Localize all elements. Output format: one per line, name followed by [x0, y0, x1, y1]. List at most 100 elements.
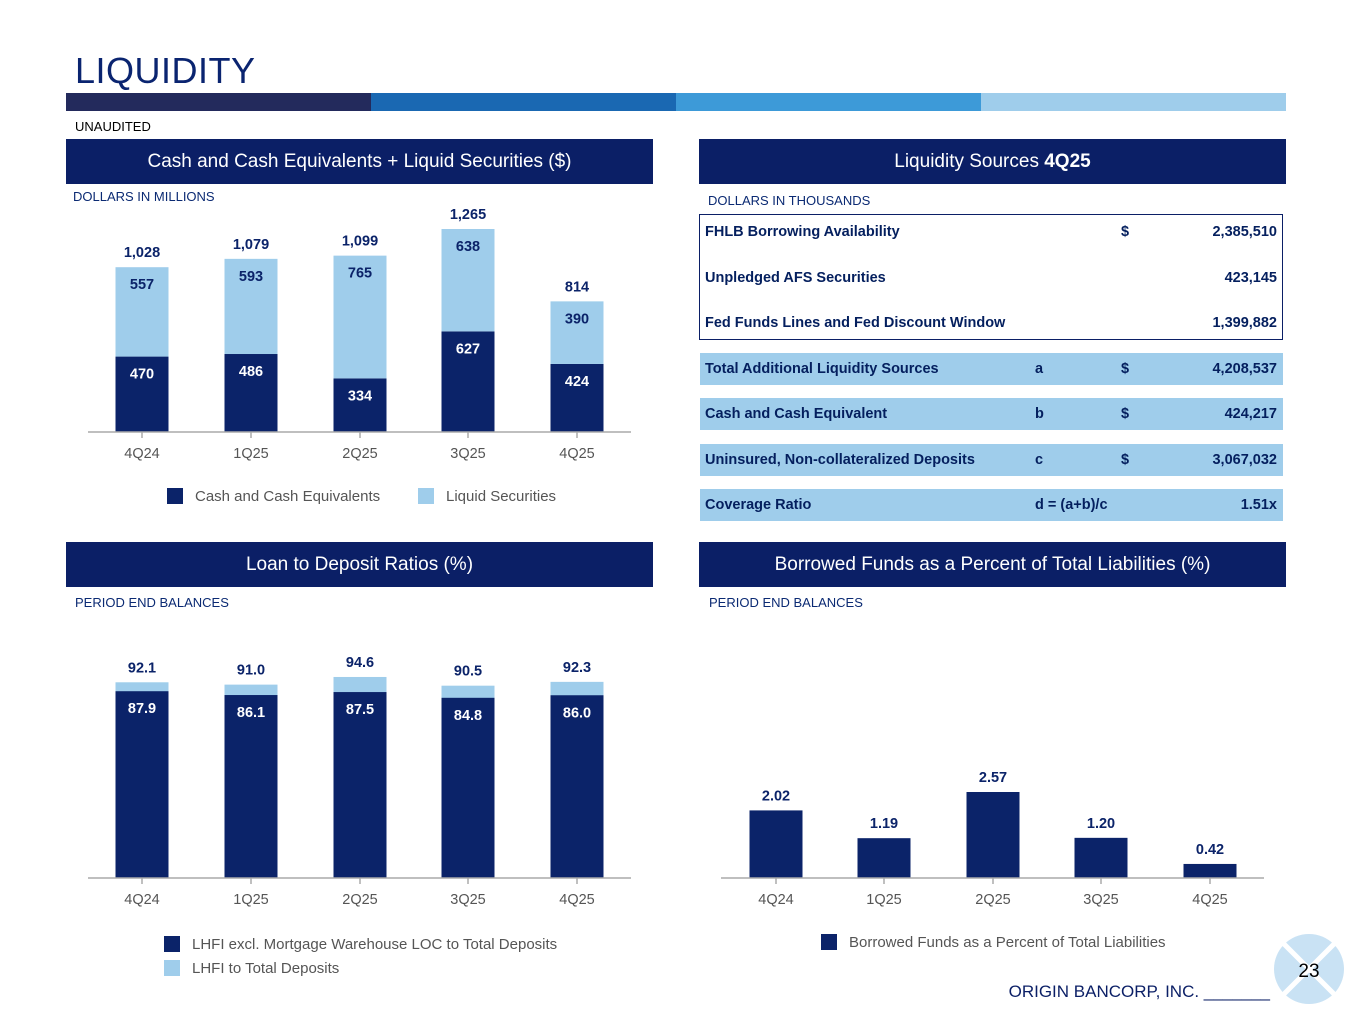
data-label: 87.9 [128, 701, 156, 717]
row-key: c [1035, 452, 1044, 468]
bar-securities [441, 229, 495, 332]
data-label: 1.20 [1087, 816, 1115, 832]
bar-cash [441, 331, 495, 432]
liquidity-sources-box [699, 214, 1283, 340]
legend-label-borrowed: Borrowed Funds as a Percent of Total Lia… [849, 934, 1166, 951]
data-label: 94.6 [346, 655, 374, 671]
data-label: 557 [130, 277, 154, 293]
borrowed-panel-header: Borrowed Funds as a Percent of Total Lia… [699, 542, 1286, 587]
data-label: 638 [456, 239, 480, 255]
data-label: 92.3 [563, 660, 591, 676]
title-stripe-4 [981, 93, 1286, 111]
legend-swatch-cash [167, 488, 183, 504]
x-tick-label: 2Q25 [975, 892, 1010, 908]
data-label: 86.0 [563, 705, 591, 721]
sources-panel-header: Liquidity Sources 4Q25 [699, 139, 1286, 184]
data-label: 486 [239, 364, 263, 380]
x-tick-label: 4Q25 [1192, 892, 1227, 908]
cash-liquidity-chart: 470 557 1,028 486 593 1,079 334 765 1,099 627 638 1… [88, 207, 631, 462]
data-label: 1.19 [870, 816, 898, 832]
table-row: Total Additional Liquidity Sources a $ 4… [699, 353, 1283, 385]
data-label: 92.1 [128, 660, 156, 676]
badge-line [1282, 942, 1336, 996]
ltd-sublabel: PERIOD END BALANCES [75, 595, 229, 610]
bar-cash [115, 356, 169, 432]
bar-cash [224, 354, 278, 432]
bar-securities [333, 255, 387, 379]
x-tick-label: 1Q25 [866, 892, 901, 908]
row-label: Total Additional Liquidity Sources [705, 361, 939, 377]
cash-sublabel: DOLLARS IN MILLIONS [73, 189, 215, 204]
data-label: 627 [456, 341, 480, 357]
borrowed-panel-title: Borrowed Funds as a Percent of Total Lia… [774, 553, 1211, 575]
sources-sublabel: DOLLARS IN THOUSANDS [708, 193, 871, 208]
highlight-row-cash [700, 398, 1283, 430]
row-value: 423,145 [1224, 270, 1277, 286]
bar-securities [224, 258, 278, 355]
row-label: FHLB Borrowing Availability [705, 224, 900, 240]
bar-securities [115, 267, 169, 357]
page-number-badge: 23 [1274, 934, 1344, 1004]
data-label: 470 [130, 367, 154, 383]
row-label: Fed Funds Lines and Fed Discount Window [705, 315, 1006, 331]
total-label: 1,028 [124, 245, 160, 261]
footer-company: ORIGIN BANCORP, INC. _______ [1008, 982, 1270, 1001]
x-tick-label: 2Q25 [342, 892, 377, 908]
total-label: 1,265 [450, 207, 486, 223]
cash-panel-title: Cash and Cash Equivalents + Liquid Secur… [147, 150, 572, 172]
data-label: 0.42 [1196, 842, 1224, 858]
data-label: 84.8 [454, 708, 482, 724]
data-label: 2.02 [762, 788, 790, 804]
x-tick-label: 4Q24 [124, 446, 159, 462]
bar-borrowed [857, 838, 911, 878]
bar-lhfi-excl [441, 697, 495, 878]
table-row: Cash and Cash Equivalent b $ 424,217 [699, 398, 1283, 430]
x-tick-label: 4Q24 [758, 892, 793, 908]
row-key: d = (a+b)/c [1035, 497, 1108, 513]
title-stripe-2 [371, 93, 676, 111]
data-label: 91.0 [237, 663, 265, 679]
data-label: 90.5 [454, 664, 482, 680]
ltd-panel-header: Loan to Deposit Ratios (%) [66, 542, 653, 587]
bar-borrowed [749, 810, 803, 878]
x-tick-label: 4Q25 [559, 892, 594, 908]
unaudited-label: UNAUDITED [75, 119, 151, 134]
legend-label-cash: Cash and Cash Equivalents [195, 488, 381, 505]
data-label: 334 [348, 388, 372, 404]
bar-cash [550, 363, 604, 432]
total-label: 814 [565, 279, 589, 295]
row-currency: $ [1121, 361, 1130, 377]
row-label: Unpledged AFS Securities [705, 270, 886, 286]
x-tick-label: 4Q24 [124, 892, 159, 908]
total-label: 1,099 [342, 234, 378, 250]
legend-label-securities: Liquid Securities [446, 488, 557, 505]
bar-securities [550, 301, 604, 364]
data-label: 2.57 [979, 770, 1007, 786]
legend-swatch-borrowed [821, 934, 837, 950]
x-tick-label: 3Q25 [450, 446, 485, 462]
data-label: 86.1 [237, 705, 265, 721]
row-key: b [1035, 406, 1044, 422]
x-tick-label: 1Q25 [233, 892, 268, 908]
legend-swatch-securities [418, 488, 434, 504]
bar-lhfi-excl [115, 691, 169, 878]
row-value: 4,208,537 [1212, 361, 1277, 377]
page-number: 23 [1298, 961, 1319, 982]
bar-borrowed [1074, 837, 1128, 878]
x-tick-label: 1Q25 [233, 446, 268, 462]
bar-borrowed [1183, 863, 1237, 878]
data-label: 765 [348, 266, 372, 282]
row-value: 2,385,510 [1212, 224, 1277, 240]
x-tick-label: 2Q25 [342, 446, 377, 462]
sources-panel-title: Liquidity Sources 4Q25 [894, 150, 1091, 172]
legend-label-lhfi-excl: LHFI excl. Mortgage Warehouse LOC to Tot… [192, 936, 558, 953]
bar-cash [333, 378, 387, 432]
row-key: a [1035, 361, 1044, 377]
x-tick-label: 3Q25 [1083, 892, 1118, 908]
title-stripe-1 [66, 93, 371, 111]
x-tick-label: 3Q25 [450, 892, 485, 908]
table-row: Uninsured, Non-collateralized Deposits c… [699, 444, 1283, 476]
title-stripe-3 [676, 93, 981, 111]
row-currency: $ [1121, 452, 1130, 468]
bar-borrowed [966, 792, 1020, 878]
